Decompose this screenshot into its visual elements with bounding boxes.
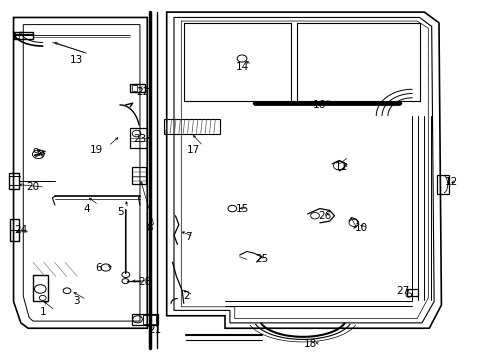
Text: 8: 8 bbox=[146, 223, 153, 233]
Text: 18: 18 bbox=[303, 339, 316, 349]
Text: 7: 7 bbox=[185, 232, 191, 242]
Bar bbox=[131, 314, 158, 325]
Bar bbox=[10, 219, 19, 241]
Bar bbox=[164, 119, 220, 134]
Bar bbox=[143, 315, 155, 324]
Text: 3: 3 bbox=[73, 296, 80, 306]
Text: 26: 26 bbox=[318, 211, 331, 221]
Text: 20: 20 bbox=[26, 182, 40, 192]
Bar bbox=[15, 32, 20, 38]
Bar bbox=[130, 84, 144, 93]
Text: 16: 16 bbox=[313, 100, 326, 110]
Text: 12: 12 bbox=[444, 177, 457, 187]
Text: 27: 27 bbox=[395, 286, 408, 296]
Bar bbox=[33, 275, 47, 301]
Text: 13: 13 bbox=[70, 55, 83, 65]
Text: 28: 28 bbox=[138, 277, 151, 287]
Text: 1: 1 bbox=[40, 307, 46, 317]
Text: 23: 23 bbox=[133, 134, 146, 144]
Text: 22: 22 bbox=[136, 87, 149, 98]
Text: 25: 25 bbox=[254, 253, 267, 264]
Text: 11: 11 bbox=[334, 162, 347, 172]
Text: 19: 19 bbox=[89, 145, 102, 155]
Text: 6: 6 bbox=[95, 262, 102, 273]
Text: 9: 9 bbox=[32, 148, 39, 158]
Text: 17: 17 bbox=[186, 145, 200, 155]
Bar bbox=[14, 32, 33, 39]
Bar bbox=[131, 85, 136, 91]
Text: 5: 5 bbox=[117, 207, 123, 217]
Text: 14: 14 bbox=[235, 63, 248, 72]
Text: 4: 4 bbox=[83, 203, 90, 213]
Text: 21: 21 bbox=[148, 325, 161, 335]
Bar bbox=[9, 173, 20, 189]
Bar bbox=[436, 175, 448, 194]
Bar bbox=[407, 289, 417, 296]
Text: 24: 24 bbox=[14, 225, 27, 235]
Bar bbox=[131, 167, 146, 184]
Text: 10: 10 bbox=[354, 223, 367, 233]
Bar bbox=[130, 128, 147, 148]
Text: 2: 2 bbox=[183, 291, 189, 301]
Text: 15: 15 bbox=[235, 203, 248, 213]
